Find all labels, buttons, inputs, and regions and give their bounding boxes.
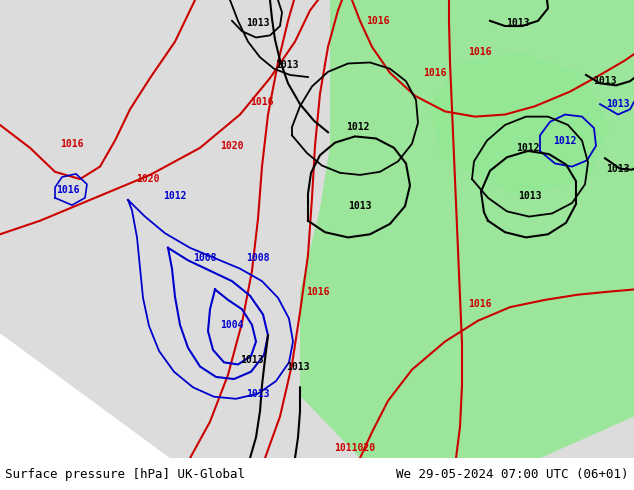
Text: 1012: 1012 (346, 122, 370, 132)
Text: 1008: 1008 (246, 253, 269, 263)
Text: 1013: 1013 (246, 18, 269, 28)
Text: 1004: 1004 (220, 320, 243, 330)
Text: 1020: 1020 (136, 174, 160, 184)
Text: 1016: 1016 (424, 68, 447, 78)
Text: 1016: 1016 (250, 97, 274, 107)
Text: 1016: 1016 (469, 47, 492, 57)
Text: We 29-05-2024 07:00 UTC (06+01): We 29-05-2024 07:00 UTC (06+01) (396, 467, 629, 481)
Text: 1016: 1016 (56, 185, 80, 195)
Text: 1013: 1013 (606, 99, 630, 109)
Text: 1013: 1013 (593, 76, 617, 86)
Text: Surface pressure [hPa] UK-Global: Surface pressure [hPa] UK-Global (5, 467, 245, 481)
Text: 1013: 1013 (246, 389, 269, 398)
Text: 1012: 1012 (553, 136, 577, 146)
Text: 1020: 1020 (220, 141, 243, 151)
Text: 1013: 1013 (518, 191, 541, 201)
Text: 1012: 1012 (163, 191, 187, 201)
Text: 1013: 1013 (348, 201, 372, 211)
Text: 1016: 1016 (60, 139, 84, 148)
Polygon shape (430, 52, 610, 198)
Text: 1016: 1016 (306, 287, 330, 296)
Text: 1008: 1008 (193, 253, 217, 263)
Polygon shape (300, 0, 634, 458)
Text: 1013: 1013 (286, 362, 310, 371)
Text: 1011020: 1011020 (335, 443, 375, 453)
Text: 1016: 1016 (366, 16, 390, 26)
Text: 1012: 1012 (516, 143, 540, 153)
Text: 1013: 1013 (240, 355, 264, 365)
Text: 1013: 1013 (507, 18, 530, 28)
Text: 1016: 1016 (469, 299, 492, 309)
Text: 1013: 1013 (275, 60, 299, 70)
Polygon shape (0, 0, 634, 458)
Text: 1013: 1013 (606, 164, 630, 173)
